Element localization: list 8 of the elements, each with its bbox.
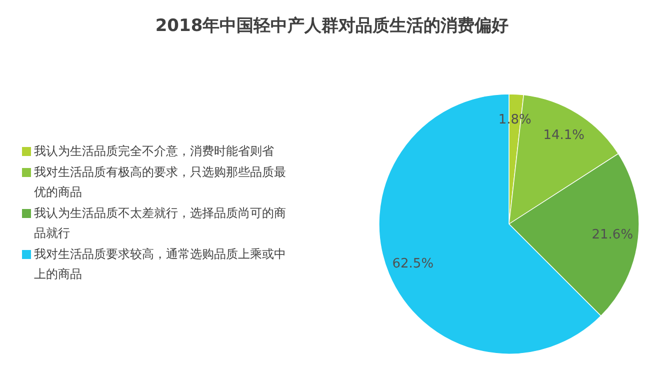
legend-label: 我认为生活品质完全不介意，消费时能省则省 bbox=[34, 143, 274, 160]
chart-title: 2018年中国轻中产人群对品质生活的消费偏好 bbox=[154, 15, 510, 37]
data-label: 14.1% bbox=[543, 128, 585, 144]
legend-label: 我对生活品质有极高的要求，只选购那些品质最优的商品 bbox=[34, 164, 287, 201]
data-label: 21.6% bbox=[592, 228, 634, 243]
legend-label: 我认为生活品质不太差就行，选择品质尚可的商品就行 bbox=[34, 204, 287, 242]
data-label: 62.5% bbox=[392, 256, 434, 272]
legend-label: 我对生活品质要求较高，通常选购品质上乘或中上的商品 bbox=[34, 246, 287, 283]
